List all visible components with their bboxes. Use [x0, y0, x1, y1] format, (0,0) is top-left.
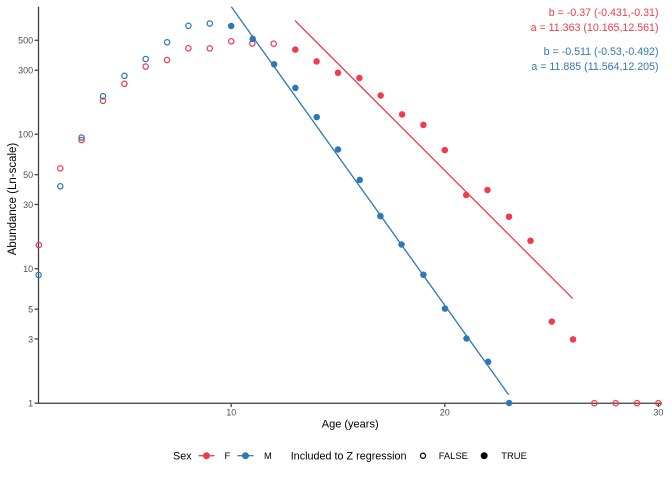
svg-text:10: 10	[226, 407, 236, 417]
svg-text:M: M	[264, 450, 272, 461]
svg-text:1: 1	[28, 399, 33, 409]
svg-text:10: 10	[23, 264, 33, 274]
svg-text:TRUE: TRUE	[501, 450, 527, 461]
svg-text:500: 500	[18, 36, 33, 46]
svg-text:20: 20	[440, 407, 450, 417]
svg-text:30: 30	[653, 407, 663, 417]
svg-text:3: 3	[28, 334, 33, 344]
svg-text:Included to Z regression: Included to Z regression	[291, 451, 407, 463]
svg-text:b = -0.37 (-0.431,-0.31): b = -0.37 (-0.431,-0.31)	[549, 7, 659, 19]
svg-text:300: 300	[18, 66, 33, 76]
svg-text:a = 11.363 (10.165,12.561): a = 11.363 (10.165,12.561)	[531, 22, 659, 34]
svg-text:5: 5	[28, 305, 33, 315]
svg-text:FALSE: FALSE	[439, 450, 468, 461]
svg-text:Age (years): Age (years)	[322, 419, 379, 431]
svg-text:50: 50	[23, 170, 33, 180]
svg-text:Sex: Sex	[173, 451, 192, 463]
svg-text:a = 11.885 (11.564,12.205): a = 11.885 (11.564,12.205)	[531, 61, 658, 73]
svg-text:F: F	[225, 450, 231, 461]
svg-text:b = -0.511 (-0.53,-0.492): b = -0.511 (-0.53,-0.492)	[544, 46, 659, 58]
svg-text:100: 100	[18, 130, 33, 140]
svg-text:Abundance (Ln-scale): Abundance (Ln-scale)	[7, 143, 19, 256]
svg-text:30: 30	[23, 200, 33, 210]
